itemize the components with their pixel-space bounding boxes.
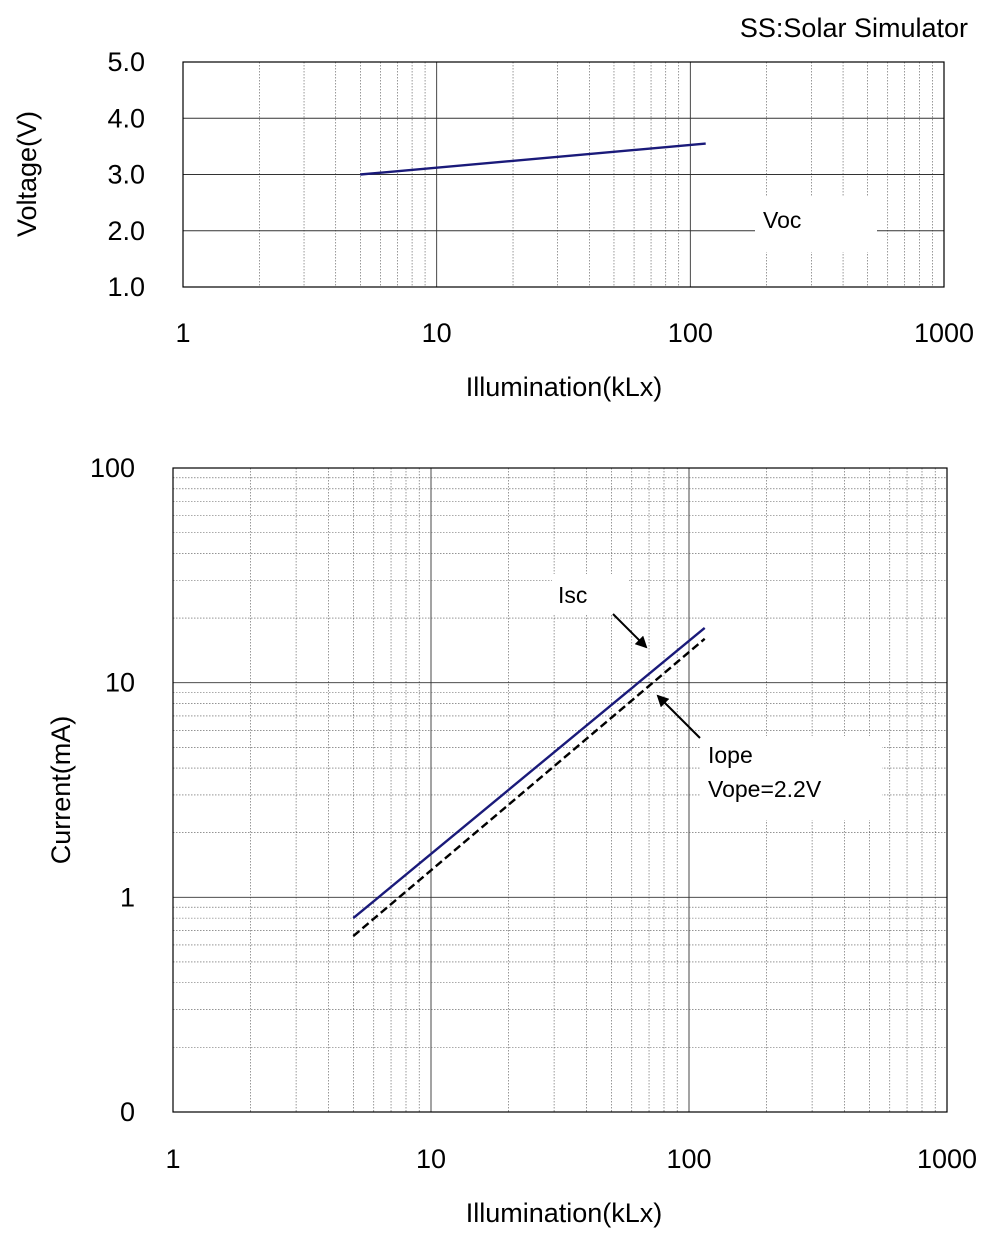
current-chart-x-axis-label: Illumination(kLx) <box>466 1198 663 1228</box>
x-tick-label: 1000 <box>914 318 974 348</box>
iope-label-box <box>700 736 882 820</box>
y-tick-label: 100 <box>90 453 135 483</box>
x-tick-label: 100 <box>668 318 713 348</box>
iope-arrow <box>656 694 701 739</box>
voltage-chart-frame <box>182 61 945 288</box>
series-line-voc <box>360 142 706 176</box>
iope-label: Iope <box>708 742 753 768</box>
vope-label: Vope=2.2V <box>708 776 822 802</box>
current-chart-frame <box>172 467 948 1113</box>
y-tick-label: 4.0 <box>107 103 145 133</box>
y-tick-label: 5.0 <box>107 47 145 77</box>
voltage-chart-grid <box>182 61 944 288</box>
voltage-chart-y-axis-label: Voltage(V) <box>12 111 42 237</box>
isc-arrow <box>612 613 648 649</box>
x-tick-label: 10 <box>416 1144 446 1174</box>
current-chart-series <box>352 626 706 938</box>
solar-simulator-note: SS:Solar Simulator <box>740 13 968 43</box>
isc-label-box <box>552 574 628 614</box>
voltage-chart-ticks: 1 10 100 1000 1.0 2.0 3.0 4.0 5.0 <box>107 47 974 348</box>
current-chart-y-axis-label: Current(mA) <box>46 716 76 865</box>
x-tick-label: 10 <box>422 318 452 348</box>
x-tick-label: 100 <box>666 1144 711 1174</box>
voltage-chart-series <box>360 142 706 176</box>
y-tick-label: 1.0 <box>107 272 145 302</box>
y-tick-label: 10 <box>105 668 135 698</box>
y-tick-label: 0 <box>120 1097 135 1127</box>
series-line-isc <box>352 626 706 920</box>
isc-label: Isc <box>558 582 587 608</box>
voc-label: Voc <box>763 207 801 233</box>
voltage-chart-x-axis-label: Illumination(kLx) <box>466 372 663 402</box>
voltage-chart: 1 10 100 1000 1.0 2.0 3.0 4.0 5.0 Voc Illuminati… <box>12 47 974 402</box>
x-tick-label: 1 <box>165 1144 180 1174</box>
y-tick-label: 2.0 <box>107 216 145 246</box>
series-line-iope <box>352 637 706 938</box>
y-tick-label: 3.0 <box>107 160 145 190</box>
x-tick-label: 1 <box>175 318 190 348</box>
x-tick-label: 1000 <box>917 1144 977 1174</box>
y-tick-label: 1 <box>120 882 135 912</box>
voc-label-box <box>755 196 877 252</box>
